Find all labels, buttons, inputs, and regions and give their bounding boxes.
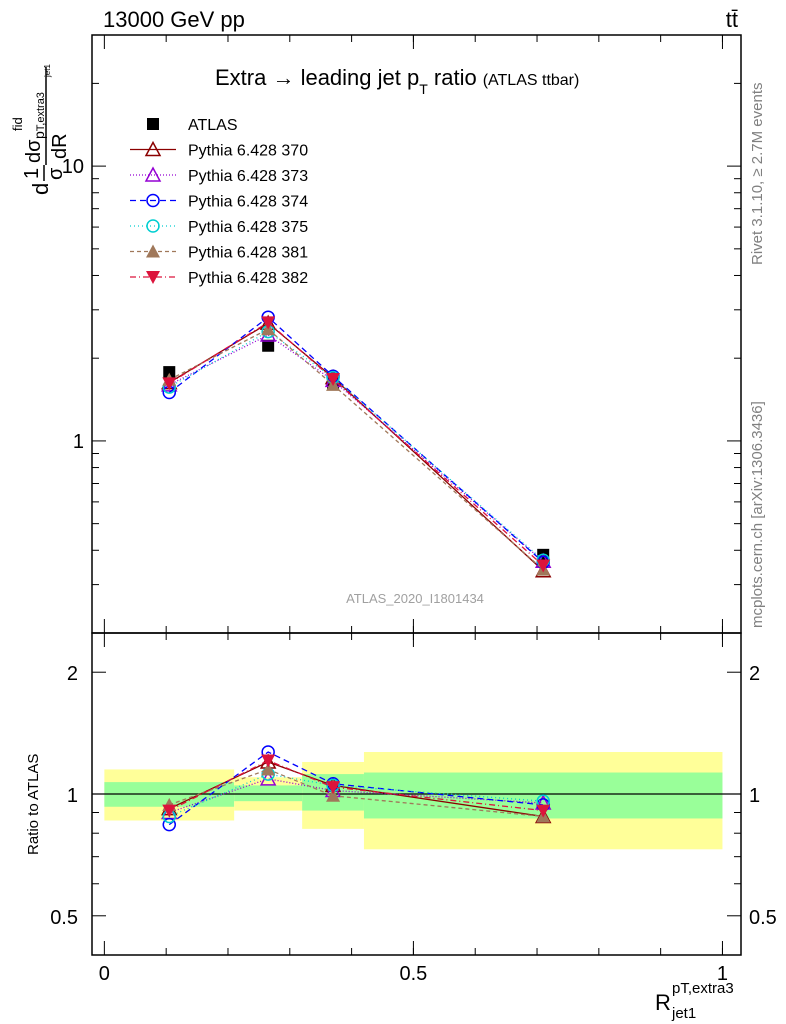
series-line [168, 322, 544, 572]
data-point [163, 366, 176, 379]
svg-text:σ: σ [45, 167, 67, 180]
upper-plot: 1 10 [62, 34, 742, 634]
uncertainty-band-inner [234, 785, 303, 802]
data-point [261, 316, 276, 330]
svg-text:dσ: dσ [23, 139, 45, 163]
data-point [326, 373, 341, 387]
ylabel-sigma-sup: fid [10, 117, 25, 131]
legend-label: Pythia 6.428 381 [188, 245, 308, 262]
ylabel-d2: d [23, 152, 45, 163]
ratio-series-line [169, 768, 544, 818]
ylabel-sub3: jet1 [43, 64, 52, 78]
ratio-point [326, 788, 341, 802]
series-line [168, 328, 544, 571]
header-left-label: 13000 GeV pp [103, 7, 245, 32]
xlabel: R [655, 990, 671, 1015]
legend-label: Pythia 6.428 375 [188, 219, 308, 236]
series-line [168, 334, 544, 562]
ratio-point [326, 781, 341, 795]
lower-ytick-label: 2 [67, 663, 78, 685]
data-point [536, 559, 551, 573]
svg-text:dR: dR [49, 133, 71, 159]
lower-ytick-label-right: 0.5 [749, 907, 777, 929]
svg-text:d: d [28, 183, 53, 195]
ratio-point [261, 754, 276, 768]
legend-label: Pythia 6.428 370 [188, 143, 308, 160]
main-title-text: Extra → leading jet p [215, 65, 419, 90]
lower-ytick-label-right: 2 [749, 663, 760, 685]
series-line [168, 316, 544, 563]
lower-plot: 0.5 0.5 1 1 2 2 0 0.5 1 [50, 632, 777, 985]
main-title-small: (ATLAS ttbar) [483, 72, 580, 89]
ratio-series-line [168, 751, 544, 826]
ylabel-sigma: σ [23, 139, 45, 152]
main-title-tail: ratio [428, 65, 477, 90]
data-point [162, 377, 177, 391]
legend: ATLAS Pythia 6.428 370 Pythia 6.428 373 Pyt… [130, 117, 308, 287]
ylabel-sub2: T,extra3 [35, 92, 47, 131]
lower-ytick-label-right: 1 [749, 785, 760, 807]
legend-label: Pythia 6.428 374 [188, 194, 308, 211]
header-right-label: tt̄ [726, 7, 738, 32]
series-line [168, 330, 544, 561]
ylabel-frac1-den: σ [45, 167, 67, 180]
main-title: Extra → leading jet pT ratio (ATLAS ttbar… [215, 65, 579, 97]
xlabel-sub: jet1 [671, 1005, 696, 1022]
ratio-point [162, 817, 177, 832]
xtick-label: 1 [717, 963, 728, 985]
upper-ytick-label: 1 [73, 431, 84, 453]
xlabel-main: R [655, 990, 671, 1015]
ylabel-frac1-num: 1 [21, 168, 43, 179]
ratio-point [261, 762, 276, 776]
main-title-sub: T [419, 81, 428, 97]
ylabel-d1: d [28, 183, 53, 195]
mcplots-label: mcplots.cern.ch [arXiv:1306.3436] [749, 401, 766, 628]
legend-marker [146, 219, 160, 233]
xlabel-sup: pT,extra3 [672, 980, 734, 997]
ratio-point [536, 804, 551, 818]
lower-ytick-label: 1 [67, 785, 78, 807]
data-point [262, 339, 275, 352]
legend-marker [144, 166, 162, 182]
svg-text:jet1: jet1 [43, 64, 52, 78]
legend-label: Pythia 6.428 382 [188, 270, 308, 287]
ratio-point [162, 804, 177, 818]
xtick-label: 0 [99, 963, 110, 985]
ratio-series-line [168, 759, 544, 812]
upper-ylabel: d 1 σ dσ fid pT,extra3 jet1 dR [10, 64, 71, 195]
svg-text:fid: fid [10, 117, 25, 131]
lower-ytick-label: 0.5 [50, 907, 78, 929]
analysis-watermark: ATLAS_2020_I1801434 [346, 591, 484, 606]
svg-text:1: 1 [21, 168, 43, 179]
legend-label: ATLAS [188, 117, 238, 134]
upper-ytick-label: 10 [62, 156, 84, 178]
legend-marker [146, 271, 160, 284]
lower-ylabel: Ratio to ATLAS [25, 754, 42, 855]
legend-marker [147, 118, 159, 130]
legend-marker [146, 193, 160, 208]
legend-marker [144, 140, 162, 157]
legend-marker [146, 244, 160, 258]
ylabel-frac2-den: dR [49, 133, 71, 159]
ratio-series-line [169, 773, 544, 818]
ylabel-sigma-sub: p [31, 131, 47, 139]
series-line [168, 321, 544, 567]
xtick-label: 0.5 [400, 963, 428, 985]
svg-text:pT,extra3: pT,extra3 [31, 92, 47, 139]
legend-label: Pythia 6.428 373 [188, 168, 308, 185]
rivet-label: Rivet 3.1.10, ≥ 2.7M events [749, 83, 766, 266]
